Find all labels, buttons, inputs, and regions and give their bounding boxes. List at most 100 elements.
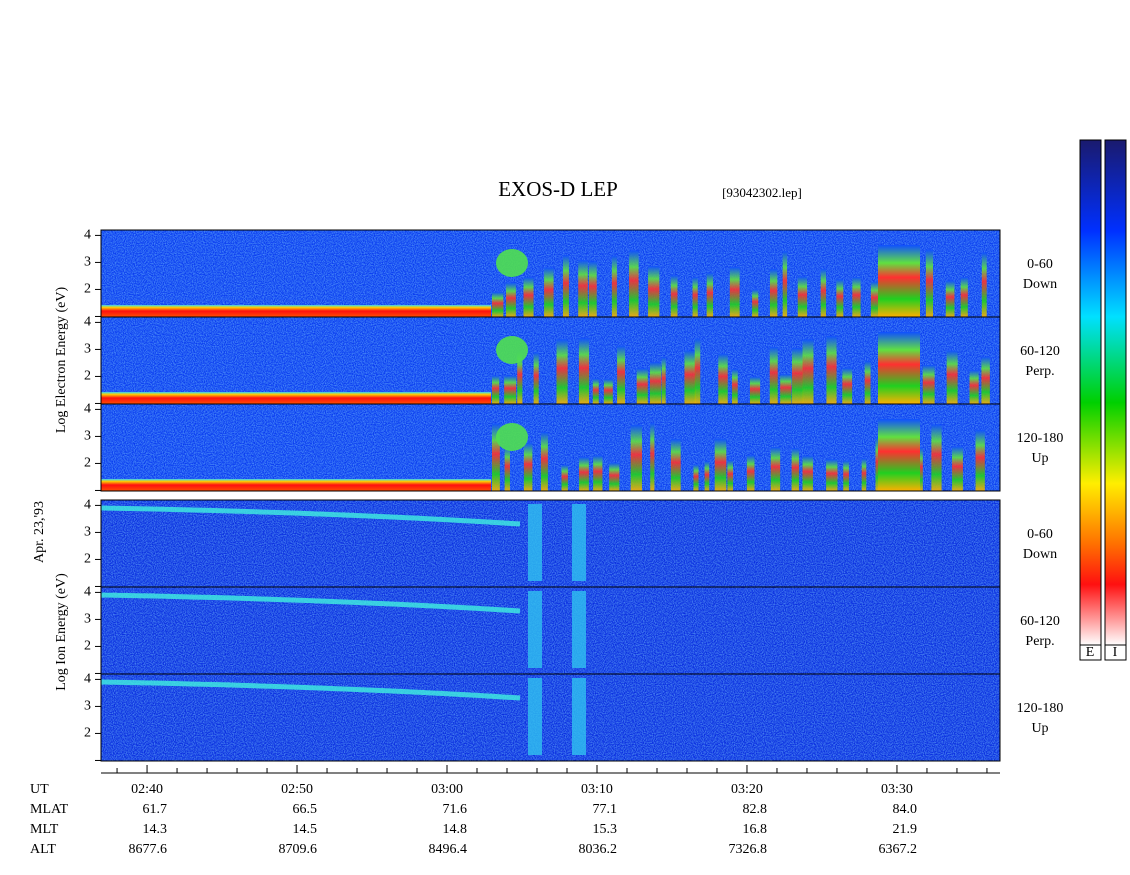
spectrum-burst bbox=[523, 442, 533, 491]
spectrum-burst bbox=[630, 424, 642, 491]
spectrum-band bbox=[101, 305, 491, 317]
spectrum-burst bbox=[544, 267, 554, 317]
spectrum-burst bbox=[746, 455, 755, 491]
angle-label: 120-180 bbox=[1017, 701, 1064, 716]
orbit-value: 14.8 bbox=[443, 822, 468, 837]
orbit-value: 82.8 bbox=[742, 802, 767, 817]
spectrum-burst bbox=[714, 438, 727, 491]
spectrum-burst bbox=[931, 424, 942, 491]
spectrum-burst bbox=[732, 368, 738, 404]
row-label: ALT bbox=[30, 842, 56, 857]
spectrum-streak bbox=[100, 505, 521, 527]
spectrum-band bbox=[101, 392, 491, 404]
spectrum-streak bbox=[100, 592, 521, 614]
spectrum-burst bbox=[797, 276, 808, 317]
spectrum-burst bbox=[528, 504, 542, 581]
x-tick-label: 03:30 bbox=[881, 782, 913, 797]
spectrum-burst bbox=[611, 255, 617, 317]
spectrum-burst bbox=[561, 464, 568, 491]
colorbar-label: E bbox=[1086, 645, 1095, 660]
y-tick-label: 2 bbox=[84, 456, 91, 471]
y-tick-label: 2 bbox=[84, 639, 91, 654]
spectrum-burst bbox=[842, 367, 853, 404]
spectrum-burst bbox=[782, 251, 788, 317]
spectrum-burst bbox=[617, 345, 626, 404]
y-tick-label: 2 bbox=[84, 552, 91, 567]
spectrum-burst bbox=[792, 348, 804, 404]
direction-label: Up bbox=[1031, 721, 1048, 736]
colorbar bbox=[1079, 139, 1102, 646]
spectrum-burst bbox=[562, 255, 569, 317]
spectrum-noise bbox=[101, 404, 1000, 491]
spectrum-burst bbox=[952, 446, 963, 491]
orbit-value: 7326.8 bbox=[728, 842, 767, 857]
file-name: [93042302.lep] bbox=[722, 185, 802, 200]
spectrum-burst bbox=[572, 591, 586, 668]
orbit-value: 14.5 bbox=[293, 822, 318, 837]
orbit-value: 21.9 bbox=[892, 822, 917, 837]
spectrum-burst bbox=[918, 447, 923, 491]
orbit-value: 66.5 bbox=[293, 802, 318, 817]
spectrum-noise bbox=[101, 674, 1000, 761]
spectrum-burst bbox=[496, 423, 528, 451]
spectrum-burst bbox=[727, 459, 734, 491]
title: EXOS-D LEP bbox=[498, 177, 618, 201]
orbit-value: 16.8 bbox=[742, 822, 767, 837]
spectrum-burst bbox=[836, 279, 844, 317]
y-tick-label: 4 bbox=[84, 228, 91, 243]
spectrum-burst bbox=[769, 346, 778, 404]
angle-label: 120-180 bbox=[1017, 431, 1064, 446]
spectrum-burst bbox=[925, 249, 934, 317]
panel-frame bbox=[100, 403, 1001, 492]
spectrum-burst bbox=[636, 368, 648, 404]
spectrum-noise bbox=[101, 500, 1000, 587]
spectrum-burst bbox=[593, 455, 603, 491]
spectrum-burst bbox=[826, 336, 837, 404]
spectrum-burst bbox=[492, 423, 500, 491]
spectrum-burst bbox=[504, 375, 517, 404]
spectrum-burst bbox=[592, 378, 599, 404]
orbit-value: 71.6 bbox=[443, 802, 468, 817]
spectrum-burst bbox=[852, 277, 861, 317]
spectrum-burst bbox=[588, 261, 597, 317]
y-tick-label: 3 bbox=[84, 525, 91, 540]
spectrum-burst bbox=[878, 419, 920, 491]
orbit-value: 61.7 bbox=[143, 802, 168, 817]
spectrum-burst bbox=[878, 332, 920, 404]
direction-label: Down bbox=[1023, 547, 1057, 562]
spectrum-burst bbox=[981, 356, 990, 404]
spectrum-burst bbox=[650, 422, 655, 491]
direction-label: Perp. bbox=[1025, 364, 1054, 379]
spectrum-burst bbox=[650, 362, 662, 404]
x-tick-label: 02:40 bbox=[131, 782, 163, 797]
spectrum-burst bbox=[572, 504, 586, 581]
spectrum-burst bbox=[861, 458, 867, 491]
spectrum-burst bbox=[694, 338, 701, 404]
y-tick-label: 3 bbox=[84, 699, 91, 714]
orbit-value: 77.1 bbox=[592, 802, 617, 817]
spectrum-burst bbox=[704, 461, 710, 491]
spectrum-burst bbox=[729, 266, 740, 317]
row-label: UT bbox=[30, 782, 49, 797]
spectrum-burst bbox=[769, 269, 778, 317]
y-tick-label: 4 bbox=[84, 402, 91, 417]
spectrum-burst bbox=[504, 445, 510, 491]
angle-label: 0-60 bbox=[1027, 527, 1053, 542]
spectrum-noise bbox=[101, 587, 1000, 674]
orbit-value: 8709.6 bbox=[279, 842, 318, 857]
spectrum-burst bbox=[523, 277, 534, 317]
spectrum-burst bbox=[706, 272, 714, 317]
colorbar bbox=[1104, 139, 1127, 646]
spectrum-burst bbox=[870, 281, 883, 317]
y-tick-label: 4 bbox=[84, 315, 91, 330]
y-tick-label: 2 bbox=[84, 369, 91, 384]
angle-label: 60-120 bbox=[1020, 614, 1060, 629]
spectrum-burst bbox=[878, 245, 920, 317]
spectrum-burst bbox=[670, 275, 678, 317]
colorbar-box bbox=[1104, 644, 1127, 661]
spectrum-burst bbox=[603, 378, 613, 404]
colorbar-label: I bbox=[1113, 645, 1118, 660]
angle-label: 60-120 bbox=[1020, 344, 1060, 359]
spectrum-burst bbox=[922, 364, 935, 404]
